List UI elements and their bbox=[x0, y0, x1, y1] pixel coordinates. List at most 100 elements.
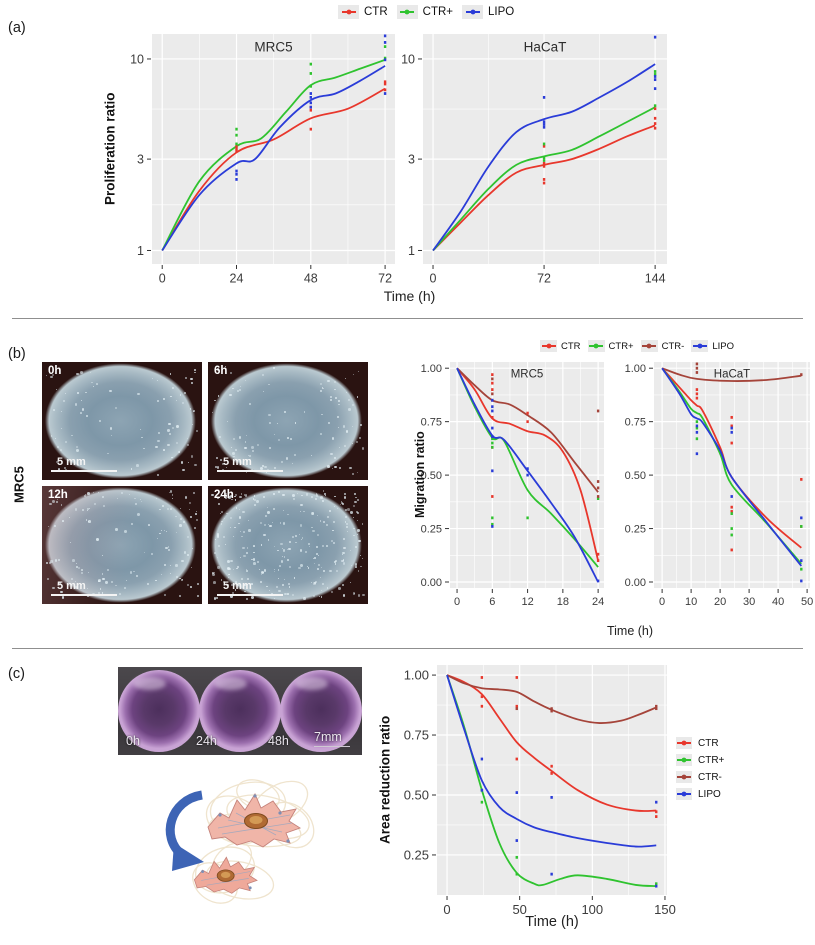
svg-text:20: 20 bbox=[714, 596, 726, 608]
svg-text:0: 0 bbox=[159, 272, 166, 286]
image-time-label: 24h bbox=[214, 489, 234, 501]
panel-a-x-axis-title: Time (h) bbox=[383, 288, 436, 304]
well-field bbox=[42, 486, 202, 604]
panel-a-y-axis-title: Proliferation ratio bbox=[102, 92, 118, 206]
legend-item-lipo: LIPO bbox=[462, 5, 514, 19]
svg-text:24: 24 bbox=[592, 596, 604, 608]
image-time-label: 0h bbox=[48, 365, 62, 377]
legend-key-marker bbox=[587, 340, 605, 352]
svg-text:0.50: 0.50 bbox=[421, 470, 442, 482]
legend-item-ctr: CTR- bbox=[640, 340, 685, 352]
legend-key-marker bbox=[640, 340, 658, 352]
legend-label: CTR bbox=[364, 6, 388, 18]
legend-label: CTR+ bbox=[698, 754, 725, 766]
svg-text:0: 0 bbox=[430, 272, 437, 286]
legend-key-marker bbox=[676, 754, 692, 766]
legend-item-ctr: CTR+ bbox=[396, 5, 453, 19]
svg-text:0.25: 0.25 bbox=[421, 523, 442, 535]
svg-text:0.25: 0.25 bbox=[625, 523, 646, 535]
legend-label: CTR bbox=[698, 737, 719, 749]
chart-migration-hacat: 0 10 20 30 40 50 0.00 0.25 0.50 0.75 1.00 HaCaT bbox=[625, 362, 813, 608]
scale-bar-label: 5 mm bbox=[57, 580, 86, 592]
legend-item-ctr: CTR bbox=[540, 340, 581, 352]
legend-label: CTR bbox=[561, 340, 581, 352]
well-24h bbox=[199, 670, 281, 752]
well-time-label: 0h bbox=[126, 734, 140, 748]
legend-item-lipo: LIPO bbox=[691, 340, 734, 352]
chart-area-reduction: 0 50 100 150 0.25 0.50 0.75 1.00 bbox=[404, 665, 676, 917]
svg-text:10: 10 bbox=[685, 596, 697, 608]
microscopy-image-0h: 0h 5 mm bbox=[42, 362, 202, 480]
legend-key-marker bbox=[338, 5, 359, 19]
svg-text:HaCaT: HaCaT bbox=[714, 369, 750, 381]
svg-text:40: 40 bbox=[772, 596, 784, 608]
svg-text:12: 12 bbox=[521, 596, 533, 608]
microscopy-image-12h: 12h 5 mm bbox=[42, 486, 202, 604]
panel-c-label: (c) bbox=[8, 666, 25, 682]
panel-b-label: (b) bbox=[8, 346, 26, 362]
legend-key-marker bbox=[676, 788, 692, 800]
legend-item-ctr: CTR+ bbox=[676, 754, 724, 766]
svg-text:3: 3 bbox=[137, 152, 144, 166]
legend-area-reduction: CTR CTR+ CTR- LIPO bbox=[676, 737, 724, 805]
microscopy-image-6h: 6h 5 mm bbox=[208, 362, 368, 480]
svg-text:MRC5: MRC5 bbox=[254, 40, 292, 55]
scale-bar-label: 5 mm bbox=[223, 456, 252, 468]
legend-key-marker bbox=[676, 737, 692, 749]
panel-divider-b-c bbox=[12, 648, 803, 649]
svg-text:10: 10 bbox=[401, 52, 415, 66]
panel-a-label: (a) bbox=[8, 20, 26, 36]
svg-text:0.75: 0.75 bbox=[625, 417, 646, 429]
legend-proliferation: CTR CTR+ LIPO bbox=[338, 5, 523, 19]
well-time-label: 24h bbox=[196, 734, 217, 748]
svg-text:10: 10 bbox=[130, 52, 144, 66]
svg-text:18: 18 bbox=[557, 596, 569, 608]
microscopy-image-24h: 24h 5 mm bbox=[208, 486, 368, 604]
svg-text:1: 1 bbox=[137, 244, 144, 258]
svg-text:0.50: 0.50 bbox=[625, 470, 646, 482]
well-0h bbox=[118, 670, 200, 752]
panel-c-y-axis-title: Area reduction ratio bbox=[377, 715, 393, 845]
panel-divider-a-b bbox=[12, 318, 803, 319]
well-scale-bar bbox=[314, 745, 350, 747]
svg-text:50: 50 bbox=[801, 596, 813, 608]
svg-text:0: 0 bbox=[443, 902, 450, 917]
legend-key-marker bbox=[540, 340, 557, 352]
legend-label: LIPO bbox=[698, 788, 721, 800]
svg-text:1.00: 1.00 bbox=[625, 363, 646, 375]
svg-text:HaCaT: HaCaT bbox=[524, 40, 567, 55]
image-tint bbox=[42, 486, 202, 604]
scale-bar bbox=[51, 469, 117, 472]
chart-proliferation-hacat: 0 72 144 1 3 10 HaCaT bbox=[401, 34, 667, 286]
panel-b-x-axis-title: Time (h) bbox=[606, 624, 654, 638]
legend-migration: CTR CTR+ CTR- LIPO bbox=[540, 340, 741, 352]
svg-text:0.00: 0.00 bbox=[421, 577, 442, 589]
legend-label: CTR- bbox=[661, 340, 685, 352]
svg-text:0: 0 bbox=[659, 596, 665, 608]
svg-text:144: 144 bbox=[645, 272, 666, 286]
legend-key-marker bbox=[462, 5, 483, 19]
image-time-label: 6h bbox=[214, 365, 228, 377]
large-fibroblast-cell bbox=[207, 793, 302, 848]
svg-text:0.00: 0.00 bbox=[625, 577, 646, 589]
image-time-label: 12h bbox=[48, 489, 68, 501]
wells-photo: 0h 24h 48h 7mm bbox=[118, 667, 362, 755]
svg-text:3: 3 bbox=[408, 152, 415, 166]
legend-label: CTR- bbox=[698, 771, 722, 783]
legend-item-ctr: CTR bbox=[338, 5, 388, 19]
svg-text:24: 24 bbox=[230, 272, 244, 286]
svg-text:72: 72 bbox=[378, 272, 392, 286]
panel-b-row-label: MRC5 bbox=[11, 466, 27, 504]
contraction-arrow-icon bbox=[165, 790, 204, 871]
chart-migration-mrc5: 0 6 12 18 24 0.00 0.25 0.50 0.75 1.00 MRC5 bbox=[421, 362, 604, 608]
cell-contraction-illustration bbox=[165, 779, 315, 904]
scale-bar-label: 5 mm bbox=[223, 580, 252, 592]
svg-text:1.00: 1.00 bbox=[421, 363, 442, 375]
svg-text:72: 72 bbox=[537, 272, 551, 286]
svg-text:6: 6 bbox=[489, 596, 495, 608]
scale-bar bbox=[51, 593, 117, 596]
svg-text:1: 1 bbox=[408, 244, 415, 258]
svg-text:MRC5: MRC5 bbox=[511, 369, 544, 381]
legend-item-ctr: CTR+ bbox=[587, 340, 634, 352]
